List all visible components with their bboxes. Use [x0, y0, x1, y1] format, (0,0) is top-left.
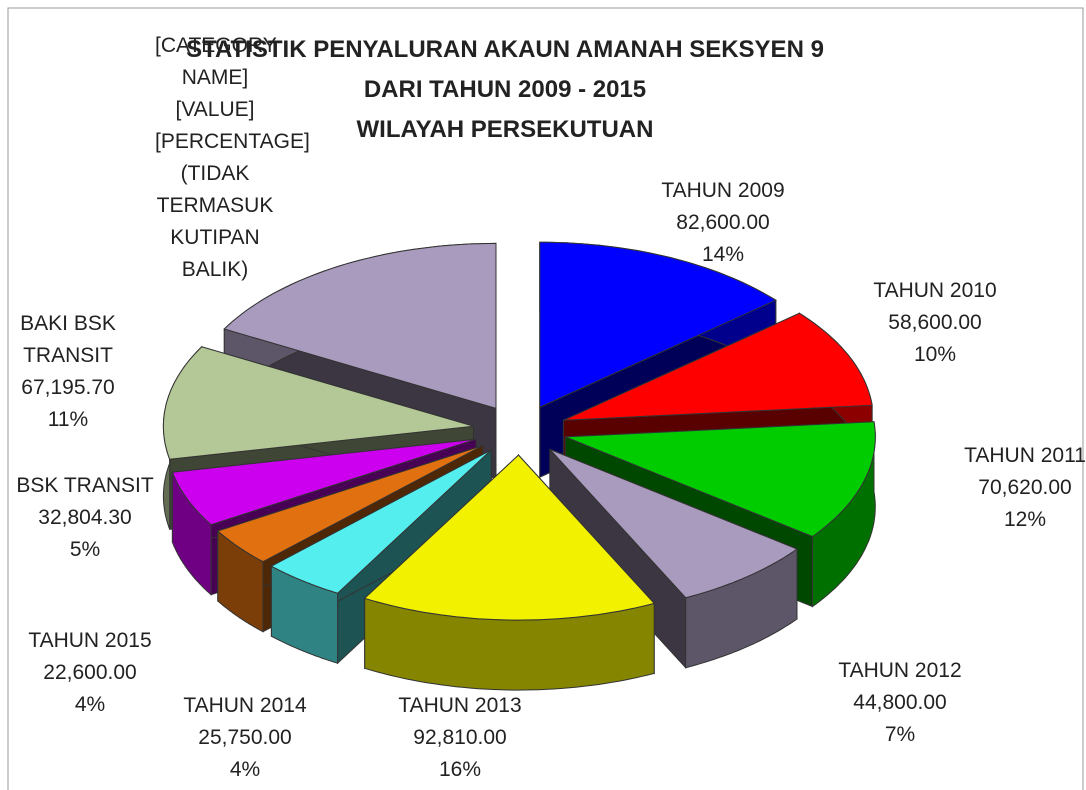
slice — [549, 448, 799, 599]
label-line: [CATEGORY NAME] — [155, 34, 277, 89]
label-line: [VALUE] — [175, 98, 255, 121]
label-line: TAHUN 2013 — [398, 694, 522, 717]
label-line: TAHUN 2011 — [964, 444, 1086, 467]
data-label: TAHUN 2009 82,600.00 14% — [638, 175, 808, 271]
chart-title: STATISTIK PENYALURAN AKAUN AMANAH SEKSYE… — [186, 30, 824, 150]
data-label: BSK TRANSIT 32,804.30 5% — [0, 470, 170, 566]
slice — [216, 445, 484, 563]
slice — [162, 346, 474, 460]
data-label: TAHUN 2014 25,750.00 4% — [160, 690, 330, 786]
data-label: TAHUN 2010 58,600.00 10% — [850, 275, 1020, 371]
label-line: 10% — [913, 343, 957, 366]
label-line: TAHUN 2014 — [183, 694, 307, 717]
label-line: TAHUN 2012 — [838, 659, 962, 682]
label-line: [PERCENTAGE] — [155, 130, 310, 153]
label-line: TAHUN 2015 — [28, 629, 152, 652]
label-line: (TIDAK TERMASUK KUTIPAN BALIK) — [156, 162, 274, 281]
label-line: 32,804.30 — [38, 506, 132, 529]
slice — [565, 421, 876, 538]
title-line: WILAYAH PERSEKUTUAN — [356, 116, 654, 143]
label-line: 44,800.00 — [853, 691, 947, 714]
data-label: TAHUN 2013 92,810.00 16% — [375, 690, 545, 786]
label-line: 82,600.00 — [676, 211, 770, 234]
label-line: TAHUN 2009 — [661, 179, 785, 202]
label-line: TAHUN 2010 — [873, 279, 997, 302]
label-line: 7% — [884, 723, 916, 746]
label-line: BSK TRANSIT — [16, 474, 154, 497]
label-line: 14% — [701, 243, 745, 266]
label-line: 11% — [47, 408, 89, 431]
label-line: 4% — [229, 758, 261, 781]
label-line: 4% — [74, 693, 106, 716]
label-line: 70,620.00 — [978, 476, 1072, 499]
slice — [270, 449, 492, 594]
slice — [171, 438, 477, 526]
slice — [363, 454, 656, 621]
slice — [223, 242, 497, 410]
data-label: TAHUN 2012 44,800.00 7% — [815, 655, 985, 751]
data-label: [CATEGORY NAME] [VALUE] [PERCENTAGE] (TIDAK… — [155, 30, 310, 286]
label-line: 25,750.00 — [198, 726, 292, 749]
label-line: 22,600.00 — [43, 661, 137, 684]
data-label: TAHUN 2015 22,600.00 4% — [5, 625, 175, 721]
label-line: 92,810.00 — [413, 726, 507, 749]
label-line: 67,195.70 — [21, 376, 115, 399]
label-line: 5% — [69, 538, 101, 561]
data-label: BAKI BSK TRANSIT 67,195.70 11% — [13, 308, 123, 436]
label-line: BAKI BSK TRANSIT — [20, 312, 116, 367]
title-line: STATISTIK PENYALURAN AKAUN AMANAH SEKSYE… — [186, 36, 824, 63]
title-line: DARI TAHUN 2009 - 2015 — [363, 76, 647, 103]
label-line: 12% — [1003, 508, 1047, 531]
label-line: 16% — [438, 758, 482, 781]
data-label: TAHUN 2011 70,620.00 12% — [940, 440, 1086, 536]
slice — [539, 241, 777, 408]
chart-border — [7, 7, 1084, 790]
label-line: 58,600.00 — [888, 311, 982, 334]
slice — [563, 312, 873, 421]
